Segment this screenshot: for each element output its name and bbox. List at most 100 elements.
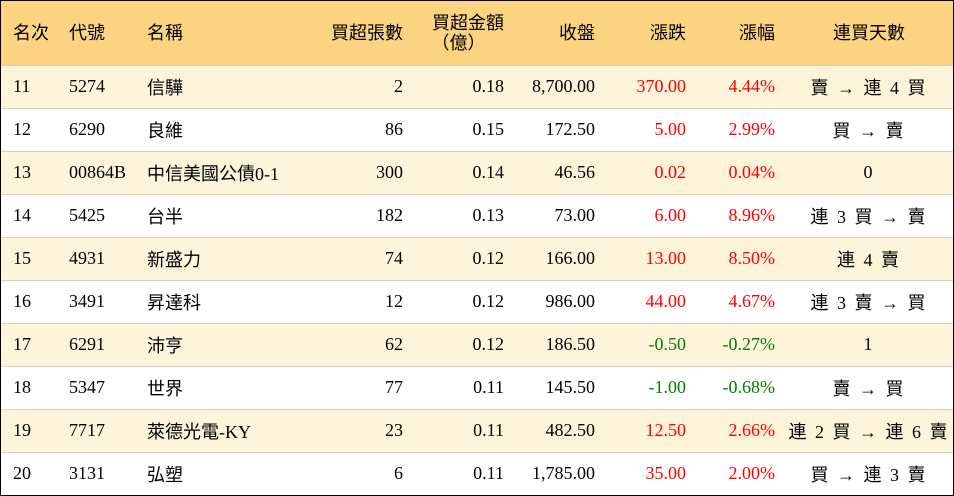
table-row: 12 6290 良維 86 0.15 172.50 5.00 2.99% 買 → 賣 (1, 107, 953, 151)
cell-net-buy-amount: 0.13 (413, 193, 514, 237)
header-name: 名稱 (147, 22, 183, 43)
cell-net-buy-amount: 0.11 (413, 451, 514, 495)
cell-close: 186.50 (514, 322, 605, 366)
cell-close: 986.00 (514, 279, 605, 323)
cell-change: -0.50 (605, 322, 696, 366)
cell-change-pct: 2.00% (696, 451, 785, 495)
cell-net-buy-amount: 0.11 (413, 408, 514, 452)
cell-net-buy-lots: 300 (301, 150, 413, 194)
cell-net-buy-amount: 0.12 (413, 279, 514, 323)
header-change: 漲跌 (650, 22, 686, 43)
cell-code: 3131 (61, 451, 141, 495)
cell-streak: 連 4 賣 (785, 236, 953, 280)
cell-net-buy-lots: 2 (301, 64, 413, 108)
cell-net-buy-lots: 12 (301, 279, 413, 323)
cell-code: 7717 (61, 408, 141, 452)
cell-streak: 連 3 買 → 賣 (785, 193, 953, 237)
cell-change-pct: 2.66% (696, 408, 785, 452)
cell-name: 新盛力 (141, 236, 301, 280)
cell-code: 00864B (61, 150, 141, 194)
cell-change-pct: 2.99% (696, 107, 785, 151)
cell-rank: 17 (1, 322, 61, 366)
cell-change: 0.02 (605, 150, 696, 194)
cell-change-pct: 0.04% (696, 150, 785, 194)
table-row: 14 5425 台半 182 0.13 73.00 6.00 8.96% 連 3 買 → 賣 (1, 193, 953, 237)
cell-name: 台半 (141, 193, 301, 237)
cell-code: 5425 (61, 193, 141, 237)
cell-rank: 13 (1, 150, 61, 194)
cell-net-buy-lots: 62 (301, 322, 413, 366)
cell-code: 6290 (61, 107, 141, 151)
cell-change: 370.00 (605, 64, 696, 108)
cell-net-buy-amount: 0.12 (413, 236, 514, 280)
cell-net-buy-lots: 6 (301, 451, 413, 495)
cell-rank: 14 (1, 193, 61, 237)
header-net-buy-amount-unit: （億） (431, 32, 486, 53)
cell-streak: 0 (785, 150, 953, 194)
table-body: 11 5274 信驊 2 0.18 8,700.00 370.00 4.44% 賣 → 連 4 … (1, 64, 953, 495)
cell-name: 中信美國公債0-1 (141, 150, 301, 194)
cell-close: 73.00 (514, 193, 605, 237)
header-net-buy-lots: 買超張數 (331, 22, 403, 43)
cell-net-buy-lots: 182 (301, 193, 413, 237)
cell-close: 172.50 (514, 107, 605, 151)
cell-rank: 12 (1, 107, 61, 151)
cell-net-buy-lots: 86 (301, 107, 413, 151)
table-row: 16 3491 昇達科 12 0.12 986.00 44.00 4.67% 連 3 賣 → 買 (1, 279, 953, 323)
cell-code: 5274 (61, 64, 141, 108)
cell-net-buy-amount: 0.11 (413, 365, 514, 409)
cell-close: 1,785.00 (514, 451, 605, 495)
cell-code: 4931 (61, 236, 141, 280)
table-header-row: 名次 代號 名稱 買超張數 買超金額 （億） 收盤 漲跌 漲幅 連買天數 (1, 1, 953, 65)
cell-code: 6291 (61, 322, 141, 366)
cell-name: 良維 (141, 107, 301, 151)
cell-change: 44.00 (605, 279, 696, 323)
header-change-pct: 漲幅 (739, 22, 775, 43)
cell-close: 166.00 (514, 236, 605, 280)
cell-name: 昇達科 (141, 279, 301, 323)
cell-rank: 16 (1, 279, 61, 323)
table-row: 13 00864B 中信美國公債0-1 300 0.14 46.56 0.02 0.04% 0 (1, 150, 953, 194)
cell-change: -1.00 (605, 365, 696, 409)
cell-streak: 連 3 賣 → 買 (785, 279, 953, 323)
cell-streak: 買 → 連 3 賣 (785, 451, 953, 495)
cell-close: 482.50 (514, 408, 605, 452)
cell-net-buy-lots: 77 (301, 365, 413, 409)
cell-code: 3491 (61, 279, 141, 323)
cell-rank: 11 (1, 64, 61, 108)
cell-net-buy-lots: 23 (301, 408, 413, 452)
cell-rank: 19 (1, 408, 61, 452)
cell-net-buy-amount: 0.14 (413, 150, 514, 194)
cell-rank: 18 (1, 365, 61, 409)
cell-close: 8,700.00 (514, 64, 605, 108)
cell-name: 弘塑 (141, 451, 301, 495)
header-net-buy-amount-line1: 買超金額 (432, 12, 504, 33)
cell-change: 12.50 (605, 408, 696, 452)
cell-net-buy-amount: 0.12 (413, 322, 514, 366)
cell-close: 145.50 (514, 365, 605, 409)
cell-change-pct: 4.67% (696, 279, 785, 323)
cell-change-pct: 8.50% (696, 236, 785, 280)
cell-name: 萊德光電-KY (141, 408, 301, 452)
header-rank: 名次 (13, 22, 49, 43)
cell-streak: 買 → 賣 (785, 107, 953, 151)
cell-net-buy-amount: 0.15 (413, 107, 514, 151)
header-streak: 連買天數 (833, 22, 905, 43)
table-row: 11 5274 信驊 2 0.18 8,700.00 370.00 4.44% 賣 → 連 4 … (1, 64, 953, 108)
table-row: 19 7717 萊德光電-KY 23 0.11 482.50 12.50 2.66% 連 2 買… (1, 408, 953, 452)
header-code: 代號 (69, 22, 105, 43)
cell-name: 沛亨 (141, 322, 301, 366)
cell-close: 46.56 (514, 150, 605, 194)
cell-code: 5347 (61, 365, 141, 409)
cell-streak: 賣 → 買 (785, 365, 953, 409)
header-net-buy-amount: 買超金額 （億） (413, 1, 514, 65)
table-row: 15 4931 新盛力 74 0.12 166.00 13.00 8.50% 連 4 賣 (1, 236, 953, 280)
table-row: 18 5347 世界 77 0.11 145.50 -1.00 -0.68% 賣 → 買 (1, 365, 953, 409)
cell-streak: 連 2 買 → 連 6 賣 (785, 408, 953, 452)
cell-streak: 賣 → 連 4 買 (785, 64, 953, 108)
cell-net-buy-amount: 0.18 (413, 64, 514, 108)
cell-rank: 20 (1, 451, 61, 495)
cell-change: 13.00 (605, 236, 696, 280)
